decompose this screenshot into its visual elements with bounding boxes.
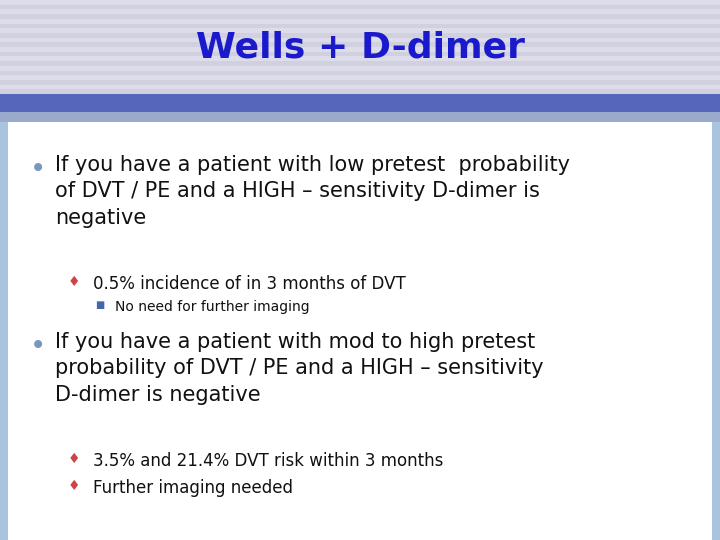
Bar xyxy=(0,24,720,28)
Bar xyxy=(712,94,720,540)
Bar xyxy=(0,112,720,122)
Bar xyxy=(0,42,720,47)
Text: ♦: ♦ xyxy=(68,275,81,289)
Bar xyxy=(0,33,720,38)
Text: •: • xyxy=(30,332,46,360)
Text: Further imaging needed: Further imaging needed xyxy=(93,479,293,497)
Text: Wells + D-dimer: Wells + D-dimer xyxy=(196,30,524,64)
Text: ♦: ♦ xyxy=(68,479,81,493)
Bar xyxy=(0,28,720,33)
Bar xyxy=(0,85,720,89)
Text: ■: ■ xyxy=(95,300,104,310)
Bar xyxy=(0,38,720,42)
Text: No need for further imaging: No need for further imaging xyxy=(115,300,310,314)
Bar xyxy=(0,9,720,14)
Bar xyxy=(0,5,720,9)
Bar xyxy=(0,75,720,80)
Bar xyxy=(0,66,720,71)
Bar xyxy=(0,80,720,85)
Text: 3.5% and 21.4% DVT risk within 3 months: 3.5% and 21.4% DVT risk within 3 months xyxy=(93,452,444,470)
Text: ♦: ♦ xyxy=(68,452,81,466)
Bar xyxy=(0,47,720,52)
Bar xyxy=(0,0,720,5)
Bar xyxy=(0,52,720,56)
Text: If you have a patient with mod to high pretest
probability of DVT / PE and a HIG: If you have a patient with mod to high p… xyxy=(55,332,544,405)
Bar xyxy=(0,14,720,19)
Bar xyxy=(0,94,720,112)
Bar xyxy=(0,19,720,24)
Bar xyxy=(0,71,720,75)
Text: 0.5% incidence of in 3 months of DVT: 0.5% incidence of in 3 months of DVT xyxy=(93,275,406,293)
Bar xyxy=(0,61,720,66)
Bar xyxy=(0,94,720,540)
Bar xyxy=(0,94,8,540)
Text: •: • xyxy=(30,155,46,183)
Bar xyxy=(0,56,720,61)
Text: If you have a patient with low pretest  probability
of DVT / PE and a HIGH – sen: If you have a patient with low pretest p… xyxy=(55,155,570,228)
Bar xyxy=(0,89,720,94)
